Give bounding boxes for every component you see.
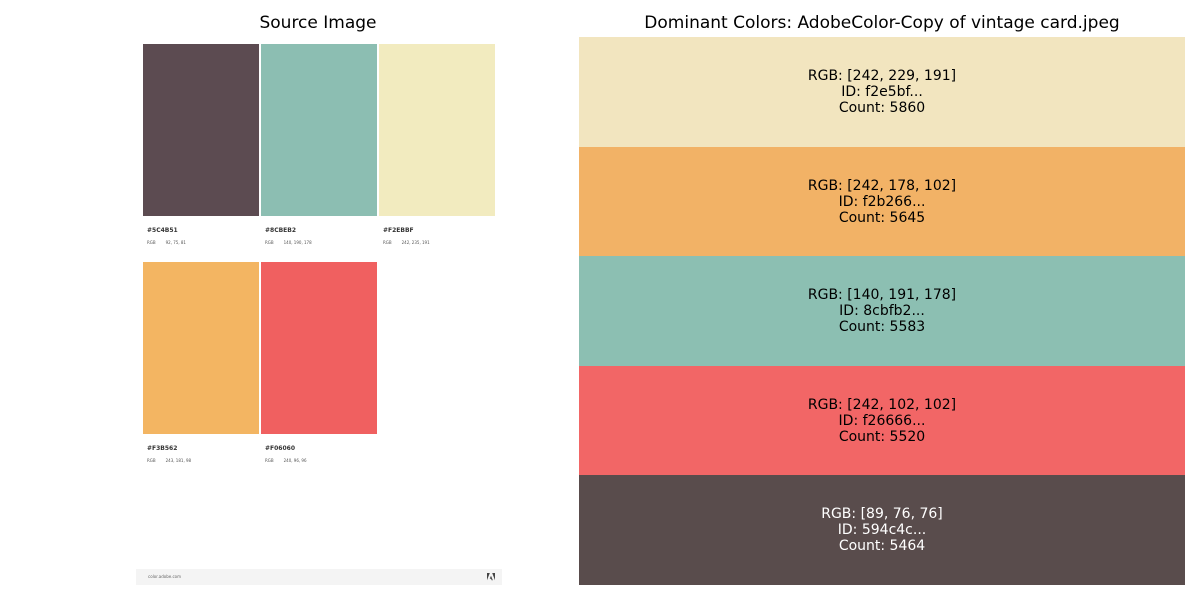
swatch-rgb-value: 242, 235, 191 [401, 240, 430, 245]
source-image-title: Source Image [259, 13, 377, 33]
source-swatch [143, 262, 259, 434]
swatch-rgb-key: RGB [147, 458, 156, 463]
swatch-rgb-value: 140, 190, 178 [283, 240, 312, 245]
dominant-color-band: RGB: [242, 102, 102] ID: f26666... Count… [579, 366, 1185, 475]
swatch-hex-label: #8CBEB2 [265, 227, 297, 234]
dominant-color-band: RGB: [242, 178, 102] ID: f2b266... Count… [579, 147, 1185, 256]
swatch-rgb-key: RGB [383, 240, 392, 245]
dominant-color-band: RGB: [89, 76, 76] ID: 594c4c... Count: 5… [579, 475, 1185, 585]
swatch-rgb-key: RGB [265, 240, 274, 245]
source-swatch [261, 262, 377, 434]
band-count-text: Count: 5583 [838, 319, 926, 335]
swatch-rgb-label: RGB 243, 181, 98 [147, 458, 191, 464]
band-id-text: ID: 8cbfb2... [839, 303, 925, 319]
swatch-rgb-value: 240, 96, 96 [283, 458, 307, 463]
dominant-colors-title: Dominant Colors: AdobeColor-Copy of vint… [644, 13, 1120, 33]
source-swatch [143, 44, 259, 216]
swatch-rgb-label: RGB 140, 190, 178 [265, 240, 312, 246]
band-count-text: Count: 5464 [838, 538, 926, 554]
swatch-rgb-key: RGB [147, 240, 156, 245]
band-rgb-text: RGB: [242, 229, 191] [807, 68, 957, 84]
dominant-colors-panel: RGB: [242, 229, 191] ID: f2e5bf... Count… [579, 37, 1185, 585]
band-count-text: Count: 5520 [838, 428, 926, 445]
band-count-text: Count: 5860 [838, 100, 926, 116]
swatch-hex-label: #F06060 [265, 445, 295, 452]
band-rgb-text: RGB: [242, 178, 102] [807, 177, 957, 194]
swatch-rgb-key: RGB [265, 458, 274, 463]
source-footer: color.adobe.com [136, 569, 502, 585]
band-count-text: Count: 5645 [838, 209, 926, 226]
swatch-hex-label: #5C4B51 [147, 227, 178, 234]
band-rgb-text: RGB: [140, 191, 178] [807, 287, 957, 303]
footer-url: color.adobe.com [148, 574, 182, 579]
band-id-text: ID: f26666... [838, 412, 926, 429]
source-swatch [261, 44, 377, 216]
swatch-rgb-label: RGB 92, 75, 81 [147, 240, 186, 246]
band-id-text: ID: f2e5bf... [841, 84, 923, 100]
swatch-rgb-value: 243, 181, 98 [165, 458, 192, 463]
swatch-hex-label: #F3B562 [147, 445, 178, 452]
swatch-rgb-value: 92, 75, 81 [165, 240, 186, 245]
swatch-hex-label: #F2EBBF [383, 227, 414, 234]
dominant-color-band: RGB: [242, 229, 191] ID: f2e5bf... Count… [579, 37, 1185, 147]
swatch-rgb-label: RGB 242, 235, 191 [383, 240, 430, 246]
band-rgb-text: RGB: [242, 102, 102] [807, 396, 957, 413]
adobe-logo-icon [487, 573, 495, 581]
source-image: #5C4B51 RGB 92, 75, 81 #8CBEB2 RGB 140, 19… [136, 37, 502, 585]
band-rgb-text: RGB: [89, 76, 76] [821, 506, 943, 522]
band-id-text: ID: 594c4c... [837, 522, 927, 538]
dominant-color-band: RGB: [140, 191, 178] ID: 8cbfb2... Count… [579, 256, 1185, 366]
band-id-text: ID: f2b266... [838, 193, 926, 210]
swatch-rgb-label: RGB 240, 96, 96 [265, 458, 307, 464]
source-swatch [379, 44, 495, 216]
